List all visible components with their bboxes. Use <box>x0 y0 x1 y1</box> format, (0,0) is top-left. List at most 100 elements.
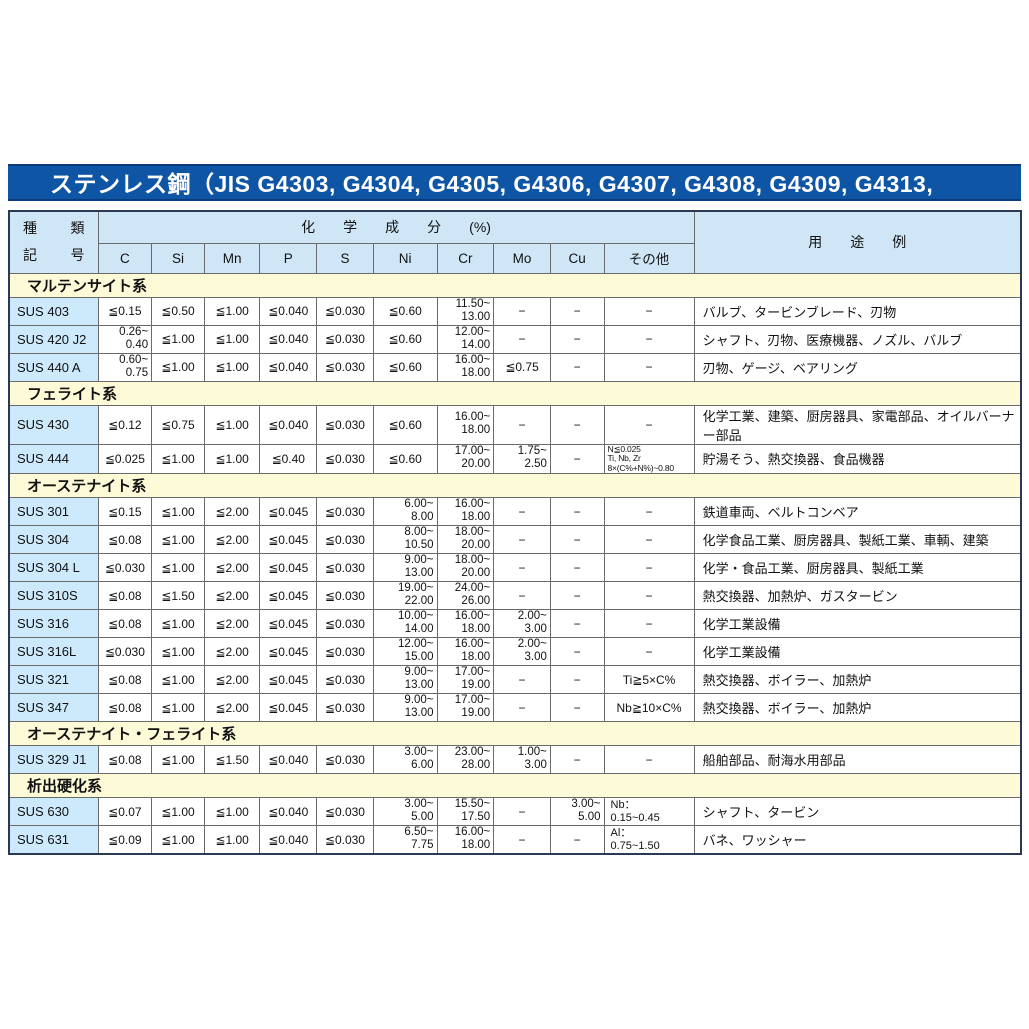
cell-si: ≦1.00 <box>151 352 205 382</box>
cell-cu: − <box>549 745 605 774</box>
col-header-c: C <box>97 242 153 274</box>
row-code: SUS 321 <box>8 665 99 694</box>
cell-si: ≦1.00 <box>151 324 205 354</box>
cell-s: ≦0.030 <box>316 553 374 582</box>
cell-cr: 24.00~ 26.00 <box>436 581 495 610</box>
cell-usage: 船舶部品、耐海水用部品 <box>693 745 1022 774</box>
cell-cr: 18.00~ 20.00 <box>436 525 495 554</box>
section-header-label: オーステナイト・フェライト系 <box>8 721 1022 746</box>
cell-other: − <box>603 497 695 526</box>
table-row: SUS 329 J1 ≦0.08 ≦1.00 ≦1.50 ≦0.040 ≦0.030 3.0… <box>8 745 1022 774</box>
cell-mn: ≦2.00 <box>203 693 261 722</box>
cell-mo: − <box>493 581 551 610</box>
table-row: SUS 304 L ≦0.030 ≦1.00 ≦2.00 ≦0.045 ≦0.030 9.0… <box>8 553 1022 582</box>
table-row: SUS 316L ≦0.030 ≦1.00 ≦2.00 ≦0.045 ≦0.030 12.0… <box>8 637 1022 666</box>
cell-p: ≦0.045 <box>259 581 318 610</box>
cell-ni: ≦0.60 <box>372 324 438 354</box>
stainless-steel-spec-table: 種類記号化 学 成 分 (%) 用 途 例 C Si Mn P S Ni Cr Mo Cu その他 マ… <box>8 210 1022 855</box>
cell-usage: 鉄道車両、ベルトコンベア <box>693 497 1022 526</box>
cell-cu: − <box>549 693 605 722</box>
table-row: SUS 301 ≦0.15 ≦1.00 ≦2.00 ≦0.045 ≦0.030 6.00~ 8… <box>8 497 1022 526</box>
header-row-elements: C Si Mn P S Ni Cr Mo Cu その他 <box>9 242 1021 274</box>
cell-other: − <box>603 553 695 582</box>
row-code: SUS 316 <box>8 609 99 638</box>
cell-mn: ≦2.00 <box>203 553 261 582</box>
cell-s: ≦0.030 <box>316 745 374 774</box>
cell-mo: 2.00~ 3.00 <box>493 637 551 666</box>
row-code: SUS 347 <box>8 693 99 722</box>
cell-c: 0.60~ 0.75 <box>97 352 153 382</box>
cell-p: ≦0.040 <box>259 296 318 326</box>
cell-mn: ≦2.00 <box>203 525 261 554</box>
cell-usage: バルブ、タービンブレード、刃物 <box>693 296 1022 326</box>
cell-s: ≦0.030 <box>316 324 374 354</box>
cell-ni: 3.00~ 6.00 <box>372 745 438 774</box>
page-title: ステンレス鋼（JIS G4303, G4304, G4305, G4306, G… <box>8 164 1021 234</box>
cell-usage: 化学食品工業、厨房器具、製紙工業、車輌、建築 <box>693 525 1022 554</box>
cell-cr: 15.50~ 17.50 <box>436 797 495 826</box>
col-header-kind-code: 種類記号 <box>8 210 99 274</box>
cell-other: Ti≧5×C% <box>603 665 695 694</box>
cell-mo: ≦0.75 <box>493 352 551 382</box>
cell-cr: 12.00~ 14.00 <box>436 324 495 354</box>
cell-si: ≦1.00 <box>151 693 205 722</box>
row-code: SUS 630 <box>8 797 99 826</box>
table-row: SUS 420 J2 0.26~ 0.40 ≦1.00 ≦1.00 ≦0.040 ≦0.03… <box>8 324 1022 354</box>
cell-cu: − <box>549 825 605 855</box>
cell-cr: 16.00~ 18.00 <box>436 609 495 638</box>
cell-cu: − <box>549 443 605 474</box>
cell-usage: 化学・食品工業、厨房器具、製紙工業 <box>693 553 1022 582</box>
cell-usage: 貯湯そう、熱交換器、食品機器 <box>693 443 1022 474</box>
col-header-ni: Ni <box>372 242 438 274</box>
cell-ni: 9.00~ 13.00 <box>372 553 438 582</box>
cell-s: ≦0.030 <box>316 797 374 826</box>
cell-mn: ≦1.00 <box>203 825 261 855</box>
section-header-label: マルテンサイト系 <box>8 272 1022 298</box>
table-row: SUS 310S ≦0.08 ≦1.50 ≦2.00 ≦0.045 ≦0.030 19.00… <box>8 581 1022 610</box>
cell-p: ≦0.045 <box>259 665 318 694</box>
cell-usage: 熱交換器、加熱炉、ガスタービン <box>693 581 1022 610</box>
cell-ni: 19.00~ 22.00 <box>372 581 438 610</box>
cell-c: 0.26~ 0.40 <box>97 324 153 354</box>
cell-s: ≦0.030 <box>316 825 374 855</box>
table-row: SUS 321 ≦0.08 ≦1.00 ≦2.00 ≦0.045 ≦0.030 9.00~ 1… <box>8 665 1022 694</box>
header-row-top: 種類記号化 学 成 分 (%) 用 途 例 <box>8 210 1022 274</box>
cell-cu: − <box>549 609 605 638</box>
section-row: マルテンサイト系 <box>8 272 1022 298</box>
cell-ni: 12.00~ 15.00 <box>372 637 438 666</box>
cell-mn: ≦2.00 <box>203 581 261 610</box>
cell-cu: − <box>549 637 605 666</box>
cell-s: ≦0.030 <box>316 581 374 610</box>
cell-usage: シャフト、タービン <box>693 797 1022 826</box>
cell-other: − <box>603 352 695 382</box>
cell-mn: ≦1.00 <box>203 443 261 474</box>
cell-s: ≦0.030 <box>316 404 374 445</box>
cell-c: ≦0.030 <box>97 553 153 582</box>
cell-usage: 熱交換器、ボイラー、加熱炉 <box>693 665 1022 694</box>
cell-ni: 8.00~ 10.50 <box>372 525 438 554</box>
col-header-other: その他 <box>603 242 695 274</box>
row-code: SUS 304 <box>8 525 99 554</box>
cell-c: ≦0.08 <box>97 745 153 774</box>
cell-p: ≦0.045 <box>259 609 318 638</box>
col-header-mn: Mn <box>203 242 261 274</box>
cell-si: ≦1.00 <box>151 525 205 554</box>
cell-mo: − <box>493 665 551 694</box>
cell-cr: 17.00~ 19.00 <box>436 665 495 694</box>
cell-ni: 9.00~ 13.00 <box>372 693 438 722</box>
cell-c: ≦0.07 <box>97 797 153 826</box>
cell-mo: 1.00~ 3.00 <box>493 745 551 774</box>
cell-cr: 16.00~ 18.00 <box>436 825 495 855</box>
cell-cr: 23.00~ 28.00 <box>436 745 495 774</box>
cell-other: − <box>603 404 695 445</box>
cell-cr: 16.00~ 18.00 <box>436 497 495 526</box>
table-row: SUS 403 ≦0.15 ≦0.50 ≦1.00 ≦0.040 ≦0.030 ≦0.60 1… <box>8 296 1022 326</box>
cell-other: − <box>603 609 695 638</box>
row-code: SUS 301 <box>8 497 99 526</box>
cell-mn: ≦1.50 <box>203 745 261 774</box>
cell-cu: − <box>549 525 605 554</box>
cell-other: − <box>603 525 695 554</box>
cell-mn: ≦2.00 <box>203 637 261 666</box>
section-row: オーステナイト・フェライト系 <box>8 721 1022 746</box>
